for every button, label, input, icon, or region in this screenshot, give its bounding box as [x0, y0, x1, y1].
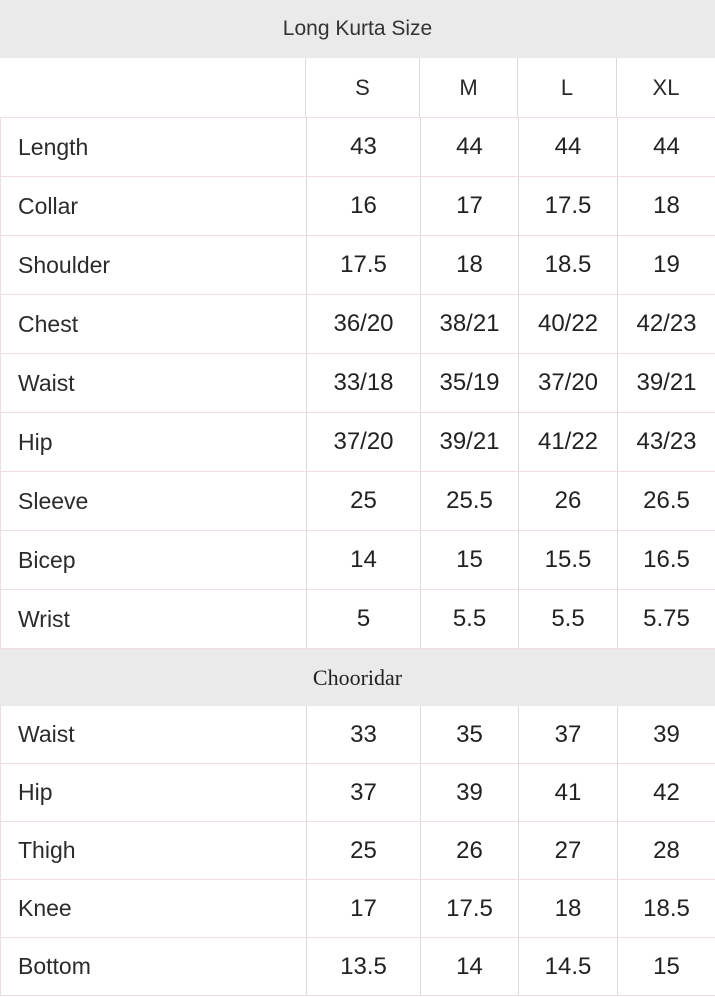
row-label: Waist: [18, 721, 75, 747]
value-cell: 39/21: [617, 354, 715, 412]
size-header-m: M: [419, 58, 517, 117]
value-cell: 18: [518, 880, 617, 937]
row-label: Bottom: [18, 953, 91, 979]
value-cell: 37: [518, 706, 617, 763]
table-row: Waist 33 35 37 39: [0, 706, 715, 764]
value-cell: 37: [306, 764, 420, 821]
row-label: Knee: [18, 895, 72, 921]
value-cell: 33/18: [306, 354, 420, 412]
value-cell: 39: [617, 706, 715, 763]
row-label: Bicep: [18, 546, 76, 573]
value-cell: 14.5: [518, 938, 617, 995]
value-cell: 26: [420, 822, 518, 879]
value-cell: 15: [420, 531, 518, 589]
table-row: Wrist 5 5.5 5.5 5.75: [0, 590, 715, 649]
value-cell: 18: [420, 236, 518, 294]
value-cell: 16.5: [617, 531, 715, 589]
row-label: Length: [18, 133, 89, 160]
value-cell: 38/21: [420, 295, 518, 353]
value-cell: 36/20: [306, 295, 420, 353]
table-row: Hip 37/20 39/21 41/22 43/23: [0, 413, 715, 472]
value-cell: 17.5: [306, 236, 420, 294]
value-cell: 15.5: [518, 531, 617, 589]
size-header-xl: XL: [616, 58, 715, 117]
value-cell: 39: [420, 764, 518, 821]
table-row: Hip 37 39 41 42: [0, 764, 715, 822]
row-label: Waist: [18, 369, 75, 396]
value-cell: 39/21: [420, 413, 518, 471]
row-label: Chest: [18, 310, 79, 337]
value-cell: 15: [617, 938, 715, 995]
value-cell: 14: [420, 938, 518, 995]
value-cell: 17: [420, 177, 518, 235]
value-cell: 17.5: [420, 880, 518, 937]
value-cell: 17.5: [518, 177, 617, 235]
value-cell: 33: [306, 706, 420, 763]
value-cell: 42: [617, 764, 715, 821]
table-row: Bottom 13.5 14 14.5 15: [0, 938, 715, 996]
value-cell: 18.5: [518, 236, 617, 294]
table-row: Bicep 14 15 15.5 16.5: [0, 531, 715, 590]
value-cell: 44: [518, 118, 617, 176]
value-cell: 25.5: [420, 472, 518, 530]
value-cell: 37/20: [518, 354, 617, 412]
value-cell: 42/23: [617, 295, 715, 353]
section-title-chooridar: Chooridar: [0, 649, 715, 706]
chooridar-rows: Waist 33 35 37 39 Hip 37 39 41 42 Thigh 25 26 27 28 Kne…: [0, 706, 715, 996]
row-label: Wrist: [18, 605, 70, 632]
size-header-s: S: [305, 58, 419, 117]
value-cell: 37/20: [306, 413, 420, 471]
table-row: Length 43 44 44 44: [0, 118, 715, 177]
value-cell: 44: [420, 118, 518, 176]
value-cell: 25: [306, 822, 420, 879]
value-cell: 41: [518, 764, 617, 821]
value-cell: 19: [617, 236, 715, 294]
value-cell: 14: [306, 531, 420, 589]
value-cell: 26: [518, 472, 617, 530]
size-header-l: L: [517, 58, 616, 117]
value-cell: 18: [617, 177, 715, 235]
value-cell: 17: [306, 880, 420, 937]
row-label: Hip: [18, 779, 53, 805]
value-cell: 25: [306, 472, 420, 530]
value-cell: 27: [518, 822, 617, 879]
value-cell: 28: [617, 822, 715, 879]
value-cell: 26.5: [617, 472, 715, 530]
value-cell: 5.5: [518, 590, 617, 648]
value-cell: 43: [306, 118, 420, 176]
row-label: Shoulder: [18, 251, 111, 278]
table-row: Sleeve 25 25.5 26 26.5: [0, 472, 715, 531]
table-row: Collar 16 17 17.5 18: [0, 177, 715, 236]
value-cell: 5.75: [617, 590, 715, 648]
table-row: Thigh 25 26 27 28: [0, 822, 715, 880]
row-label: Sleeve: [18, 487, 89, 514]
table-row: Shoulder 17.5 18 18.5 19: [0, 236, 715, 295]
long-kurta-rows: Length 43 44 44 44 Collar 16 17 17.5 18 Shoulder 17…: [0, 118, 715, 649]
value-cell: 5.5: [420, 590, 518, 648]
value-cell: 40/22: [518, 295, 617, 353]
value-cell: 44: [617, 118, 715, 176]
value-cell: 16: [306, 177, 420, 235]
row-label: Hip: [18, 428, 53, 455]
header-spacer-cell: [0, 58, 305, 117]
row-label: Thigh: [18, 837, 76, 863]
section-title-long-kurta-size: Long Kurta Size: [0, 0, 715, 58]
value-cell: 35/19: [420, 354, 518, 412]
value-cell: 18.5: [617, 880, 715, 937]
table-row: Waist 33/18 35/19 37/20 39/21: [0, 354, 715, 413]
table-row: Knee 17 17.5 18 18.5: [0, 880, 715, 938]
value-cell: 35: [420, 706, 518, 763]
value-cell: 43/23: [617, 413, 715, 471]
size-header-row: S M L XL: [0, 58, 715, 118]
row-label: Collar: [18, 192, 79, 219]
value-cell: 41/22: [518, 413, 617, 471]
value-cell: 5: [306, 590, 420, 648]
value-cell: 13.5: [306, 938, 420, 995]
table-row: Chest 36/20 38/21 40/22 42/23: [0, 295, 715, 354]
